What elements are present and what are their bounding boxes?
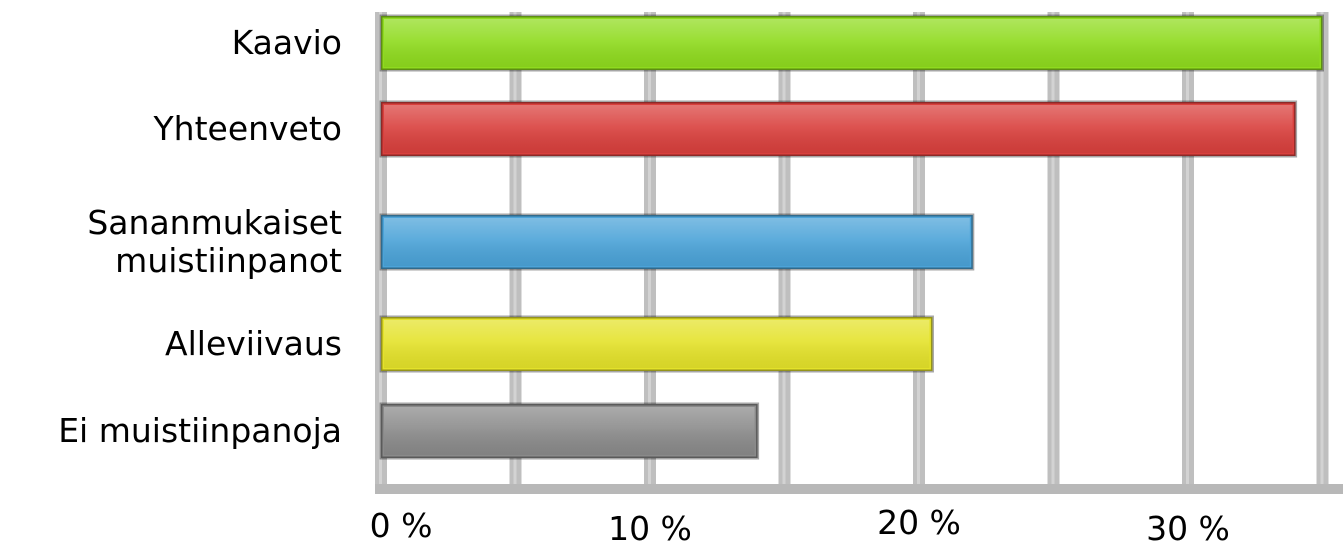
x-axis — [375, 484, 1343, 494]
x-tick-label: 30 % — [1146, 509, 1230, 544]
bar-shine — [384, 105, 1293, 153]
category-label: Alleviivaus — [165, 324, 342, 363]
category-label: Kaavio — [232, 23, 342, 62]
bar-shine — [384, 218, 970, 266]
x-tick-label: 0 % — [370, 506, 433, 544]
category-labels: Kaavio Yhteenveto Sananmukaiset muistiinpan… — [58, 23, 342, 450]
x-tick-labels: 0 % 10 % 20 % 30 % — [370, 503, 1230, 544]
x-axis-line — [375, 484, 1343, 494]
bar-shine — [384, 19, 1320, 67]
gridline-highlight — [1320, 12, 1324, 488]
x-tick-label: 10 % — [608, 509, 692, 544]
gridline-highlight — [1186, 12, 1189, 488]
bars — [379, 14, 1324, 460]
gridline-highlight — [1051, 12, 1055, 488]
gridline-highlight — [379, 12, 382, 488]
category-label: Ei muistiinpanoja — [58, 411, 342, 450]
bar-shine — [384, 407, 755, 455]
x-tick-label: 20 % — [877, 503, 961, 542]
category-label: Yhteenveto — [153, 109, 343, 148]
category-label: Sananmukaiset muistiinpanot — [87, 203, 342, 280]
bar-shine — [384, 320, 930, 368]
